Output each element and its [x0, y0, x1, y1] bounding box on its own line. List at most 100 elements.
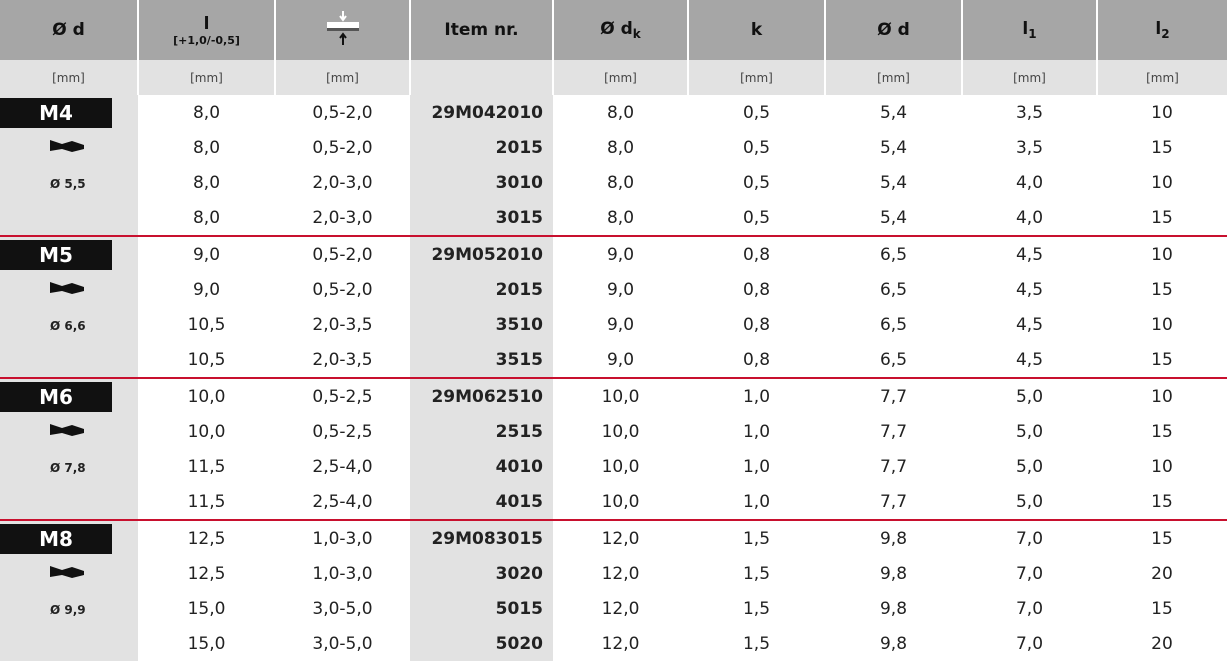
- value-cell: 15: [1151, 207, 1173, 228]
- unit-cell: [409, 60, 553, 95]
- drill-size: Ø 5,5: [50, 176, 86, 191]
- header-sub: k: [632, 27, 641, 41]
- grip-range-icon: [326, 10, 359, 45]
- value-cell: 12,0: [553, 519, 688, 556]
- value-cell: 0,5: [742, 207, 771, 228]
- unit-cell: [mm]: [274, 60, 410, 95]
- item-number: 3515: [410, 342, 553, 378]
- value-cell: 9,8: [879, 598, 908, 619]
- item-number: 4010: [410, 449, 553, 484]
- value-cell: 3,5: [1015, 137, 1044, 158]
- value-cell: 1,5: [742, 563, 771, 584]
- value-cell: 10,0: [601, 456, 640, 477]
- item-number: 3020: [410, 556, 553, 591]
- value-cell: 1,0: [742, 456, 771, 477]
- thread-size: M4: [0, 97, 112, 128]
- item-number: 29M042010: [410, 95, 553, 130]
- value-cell: 3,5: [1015, 102, 1044, 123]
- value-cell: 20: [1151, 563, 1173, 584]
- value-cell: 12,5: [187, 563, 226, 584]
- size-cell: [0, 414, 138, 449]
- value-cell: 9,8: [879, 563, 908, 584]
- header-text: Item nr.: [444, 20, 519, 40]
- value-cell: 4,5: [1015, 279, 1044, 300]
- drill-size: Ø 6,6: [50, 318, 86, 333]
- value-cell: 4,5: [1015, 314, 1044, 335]
- value-cell: 9,8: [879, 633, 908, 654]
- value-cell: 12,5: [138, 519, 275, 556]
- value-cell: 1,0-3,0: [312, 563, 373, 584]
- value-cell: 15,0: [187, 598, 226, 619]
- header-row: Ø d l [+1,0/-0,5] Item nr. Ø dk k Ø d l1 l2: [0, 0, 1227, 60]
- data-row: Ø 6,6 10,5 2,0-3,5 3510 9,0 0,8 6,5 4,5 10: [0, 307, 1227, 342]
- header-cell: Ø d: [0, 0, 138, 60]
- header-cell: l2: [1096, 0, 1227, 60]
- value-cell: 7,0: [1015, 563, 1044, 584]
- value-cell: 9,0: [192, 279, 221, 300]
- value-cell: 0,8: [742, 314, 771, 335]
- drill-icon: [50, 282, 84, 294]
- value-cell: 12,0: [601, 633, 640, 654]
- value-cell: 10,0: [601, 421, 640, 442]
- value-cell: 0,5: [742, 172, 771, 193]
- value-cell: 0,5-2,0: [312, 137, 373, 158]
- value-cell: 7,7: [879, 456, 908, 477]
- value-cell: 5,0: [1015, 456, 1044, 477]
- item-number: 3510: [410, 307, 553, 342]
- data-row: 15,0 3,0-5,0 5020 12,0 1,5 9,8 7,0 20: [0, 626, 1227, 661]
- value-cell: 8,0: [192, 207, 221, 228]
- value-cell: 3,0-5,0: [312, 598, 373, 619]
- value-cell: 1,0: [688, 377, 825, 414]
- drill-icon: [50, 140, 84, 152]
- value-cell: 3,0-5,0: [312, 633, 373, 654]
- value-cell: 15: [1151, 491, 1173, 512]
- value-cell: 4,5: [962, 235, 1097, 272]
- value-cell: 9,0: [553, 235, 688, 272]
- size-cell: [0, 484, 138, 520]
- header-sub: 2: [1161, 27, 1170, 41]
- value-cell: 0,8: [742, 349, 771, 370]
- value-cell: 10,0: [187, 421, 226, 442]
- header-cell: Item nr.: [409, 0, 553, 60]
- value-cell: 7,7: [825, 377, 962, 414]
- value-cell: 10: [1151, 172, 1173, 193]
- data-row: M4 8,0 0,5-2,0 29M042010 8,0 0,5 5,4 3,5 10: [0, 95, 1227, 130]
- value-cell: 0,5-2,0: [275, 235, 410, 272]
- data-row: Ø 5,5 8,0 2,0-3,0 3010 8,0 0,5 5,4 4,0 10: [0, 165, 1227, 200]
- size-cell: M4: [0, 95, 138, 130]
- value-cell: 2,0-3,5: [312, 314, 373, 335]
- drill-size: Ø 7,8: [50, 460, 86, 475]
- value-cell: 8,0: [192, 102, 221, 123]
- drill-icon: [50, 424, 84, 436]
- value-cell: 2,5-4,0: [312, 491, 373, 512]
- data-row: Ø 7,8 11,5 2,5-4,0 4010 10,0 1,0 7,7 5,0 10: [0, 449, 1227, 484]
- header-cell: k: [687, 0, 825, 60]
- value-cell: 8,0: [606, 172, 635, 193]
- value-cell: 11,5: [187, 456, 226, 477]
- size-cell: [0, 342, 138, 378]
- value-cell: 1,0-3,0: [275, 519, 410, 556]
- header-cell: l [+1,0/-0,5]: [137, 0, 275, 60]
- value-cell: 12,0: [601, 598, 640, 619]
- value-cell: 10,0: [138, 377, 275, 414]
- size-cell: M5: [0, 235, 138, 272]
- value-cell: 2,0-3,0: [312, 207, 373, 228]
- value-cell: 5,0: [1015, 491, 1044, 512]
- value-cell: 8,0: [192, 137, 221, 158]
- item-number: 2015: [410, 272, 553, 307]
- data-row: 11,5 2,5-4,0 4015 10,0 1,0 7,7 5,0 15: [0, 484, 1227, 520]
- value-cell: 6,5: [879, 314, 908, 335]
- item-number: 5020: [410, 626, 553, 661]
- value-cell: 15: [1151, 137, 1173, 158]
- unit-cell: [mm]: [1096, 60, 1227, 95]
- value-cell: 15: [1151, 349, 1173, 370]
- value-cell: 0,8: [742, 279, 771, 300]
- value-cell: 5,4: [879, 172, 908, 193]
- value-cell: 7,0: [1015, 633, 1044, 654]
- value-cell: 0,5-2,5: [275, 377, 410, 414]
- size-cell: Ø 7,8: [0, 449, 138, 484]
- value-cell: 10,0: [553, 377, 688, 414]
- value-cell: 0,5: [742, 102, 771, 123]
